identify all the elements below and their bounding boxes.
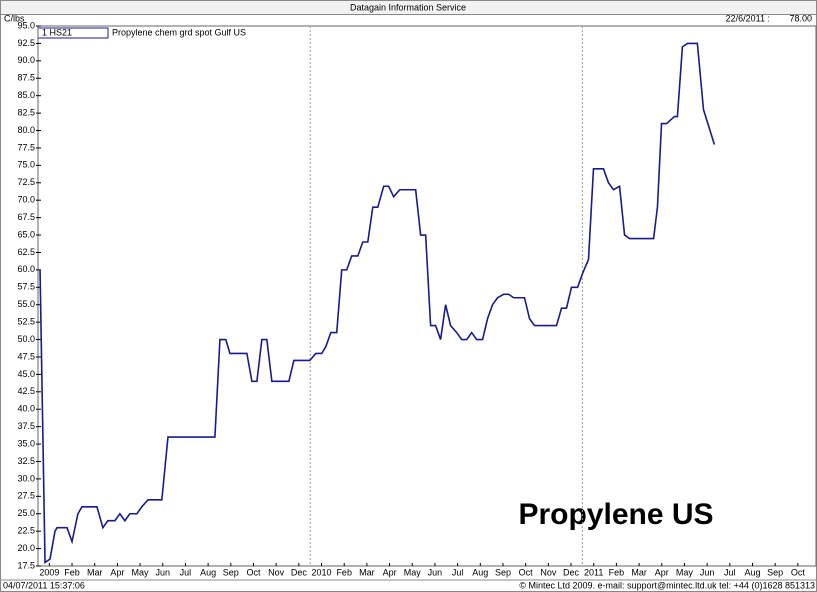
x-tick-label: Apr — [110, 567, 124, 577]
x-tick-label: Sep — [767, 567, 783, 577]
y-tick-label: 22.5 — [17, 526, 35, 536]
x-tick-label: 2010 — [312, 567, 332, 577]
y-tick-label: 82.5 — [17, 107, 35, 117]
x-tick-label: Sep — [495, 567, 511, 577]
y-tick-label: 27.5 — [17, 491, 35, 501]
x-tick-label: Oct — [246, 567, 261, 577]
x-tick-label: Jul — [724, 567, 736, 577]
y-tick-label: 47.5 — [17, 351, 35, 361]
y-tick-label: 92.5 — [17, 38, 35, 48]
x-tick-label: Jul — [452, 567, 464, 577]
legend-entry: Propylene chem grd spot Gulf US — [112, 27, 246, 37]
y-tick-label: 65.0 — [17, 229, 35, 239]
x-tick-label: Nov — [540, 567, 557, 577]
y-tick-label: 85.0 — [17, 90, 35, 100]
y-tick-label: 80.0 — [17, 125, 35, 135]
y-tick-label: 55.0 — [17, 299, 35, 309]
footer: © Mintec Ltd 2009. e-mail: support@minte… — [519, 580, 815, 590]
y-tick-label: 77.5 — [17, 142, 35, 152]
x-tick-label: Aug — [472, 567, 488, 577]
x-tick-label: Dec — [291, 567, 308, 577]
x-tick-label: Oct — [791, 567, 806, 577]
y-tick-label: 52.5 — [17, 317, 35, 327]
x-tick-label: Apr — [655, 567, 669, 577]
x-tick-label: Mar — [87, 567, 103, 577]
x-tick-label: 2009 — [39, 567, 59, 577]
y-tick-label: 57.5 — [17, 282, 35, 292]
y-tick-label: 50.0 — [17, 334, 35, 344]
x-tick-label: Feb — [64, 567, 80, 577]
chart-title: Datagain Information Service — [350, 2, 466, 12]
y-tick-label: 20.0 — [17, 543, 35, 553]
y-tick-label: 40.0 — [17, 404, 35, 414]
y-tick-label: 42.5 — [17, 386, 35, 396]
y-tick-label: 67.5 — [17, 212, 35, 222]
timestamp: 04/07/2011 15:37:06 — [3, 580, 85, 590]
x-tick-label: 2011 — [584, 567, 603, 577]
y-tick-label: 35.0 — [17, 438, 35, 448]
x-tick-label: Jun — [700, 567, 715, 577]
x-tick-label: May — [676, 567, 694, 577]
annotation: Propylene US — [518, 498, 713, 531]
x-tick-label: May — [132, 567, 150, 577]
x-tick-label: Feb — [609, 567, 625, 577]
y-tick-label: 72.5 — [17, 177, 35, 187]
x-tick-label: Aug — [744, 567, 760, 577]
y-tick-label: 32.5 — [17, 456, 35, 466]
y-tick-label: 25.0 — [17, 508, 35, 518]
series-line — [39, 42, 716, 565]
x-tick-label: Aug — [200, 567, 216, 577]
y-axis-label: C/lbs — [4, 13, 25, 23]
last-value: 78.00 — [789, 13, 812, 23]
y-tick-label: 17.5 — [17, 560, 35, 570]
last-date: 22/6/2011 : — [726, 13, 770, 23]
x-tick-label: May — [404, 567, 422, 577]
y-tick-label: 62.5 — [17, 247, 35, 257]
x-tick-label: Jun — [428, 567, 443, 577]
x-tick-label: Dec — [563, 567, 580, 577]
y-tick-label: 75.0 — [17, 160, 35, 170]
y-tick-label: 45.0 — [17, 369, 35, 379]
y-tick-label: 70.0 — [17, 195, 35, 205]
x-tick-label: Jul — [180, 567, 192, 577]
x-tick-label: Sep — [223, 567, 239, 577]
x-tick-label: Mar — [631, 567, 647, 577]
y-tick-label: 37.5 — [17, 421, 35, 431]
x-tick-label: Oct — [519, 567, 534, 577]
x-tick-label: Mar — [359, 567, 375, 577]
plot-area — [37, 25, 817, 567]
y-tick-label: 90.0 — [17, 55, 35, 65]
y-tick-label: 95.0 — [17, 20, 35, 30]
y-tick-label: 30.0 — [17, 473, 35, 483]
y-tick-label: 60.0 — [17, 264, 35, 274]
y-tick-label: 87.5 — [17, 73, 35, 83]
x-tick-label: Jun — [155, 567, 170, 577]
legend-id: 1 HS21 — [42, 27, 72, 37]
x-tick-label: Nov — [268, 567, 285, 577]
x-tick-label: Apr — [383, 567, 397, 577]
x-tick-label: Feb — [336, 567, 352, 577]
